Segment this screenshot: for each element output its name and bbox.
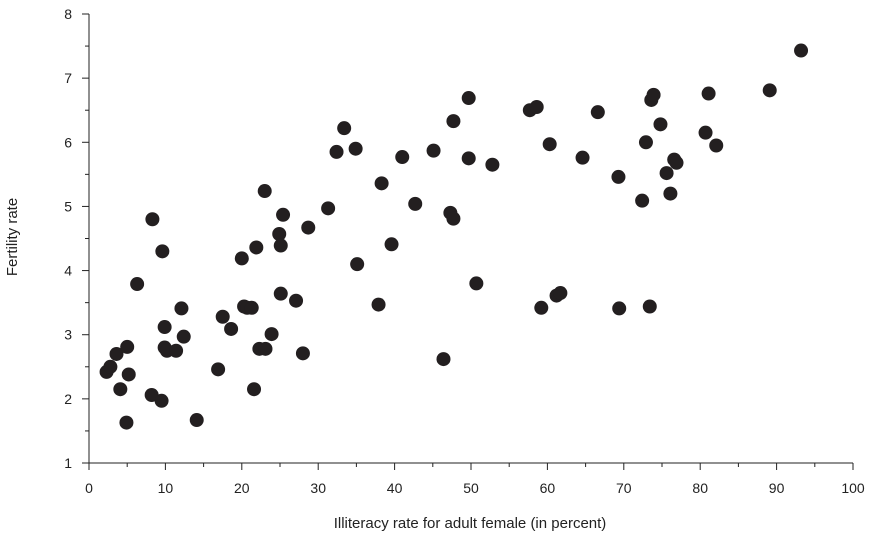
data-point	[257, 184, 272, 199]
data-point	[553, 286, 568, 301]
data-point	[247, 382, 262, 397]
data-point	[638, 135, 653, 150]
data-point	[289, 293, 304, 308]
x-tick-label: 70	[616, 480, 632, 496]
y-axis-label: Fertility rate	[4, 198, 21, 276]
data-point	[794, 43, 809, 58]
x-tick-label: 0	[85, 480, 93, 496]
data-point	[395, 150, 410, 165]
y-tick-label: 2	[64, 391, 72, 407]
data-point	[436, 352, 451, 367]
data-point	[109, 346, 124, 361]
data-point	[371, 297, 386, 312]
data-point	[176, 329, 191, 344]
x-tick-label: 60	[540, 480, 556, 496]
data-point	[384, 237, 399, 252]
data-point	[174, 301, 189, 316]
data-point	[663, 186, 678, 201]
data-point	[113, 382, 128, 397]
data-point	[469, 276, 484, 291]
x-tick-label: 100	[841, 480, 865, 496]
data-point	[121, 367, 136, 382]
data-point	[272, 227, 287, 242]
data-point	[762, 83, 777, 98]
data-point	[189, 413, 204, 428]
data-point	[374, 176, 389, 191]
data-point	[301, 220, 316, 235]
data-point	[273, 286, 288, 301]
data-point	[701, 86, 716, 101]
data-point	[295, 346, 310, 361]
data-point	[258, 341, 273, 356]
data-point	[669, 155, 684, 170]
data-point	[461, 91, 476, 106]
x-tick-label: 30	[310, 480, 326, 496]
data-point	[321, 201, 336, 216]
data-point	[534, 300, 549, 315]
y-tick-label: 3	[64, 327, 72, 343]
data-point	[130, 277, 145, 292]
data-point	[446, 211, 461, 226]
data-point	[659, 166, 674, 181]
data-point	[590, 105, 605, 120]
data-point	[103, 359, 118, 374]
data-point	[211, 362, 226, 377]
data-point	[155, 244, 170, 259]
y-tick-label: 6	[64, 134, 72, 150]
data-point	[157, 320, 172, 335]
y-tick-label: 4	[64, 263, 72, 279]
data-point	[611, 169, 626, 184]
x-axis-label: Illiteracy rate for adult female (in per…	[334, 515, 607, 532]
y-tick-label: 5	[64, 198, 72, 214]
data-point	[635, 193, 650, 208]
data-point	[119, 415, 134, 430]
data-point	[461, 151, 476, 166]
data-point	[529, 100, 544, 115]
x-tick-label: 40	[387, 480, 403, 496]
data-point	[612, 301, 627, 316]
y-tick-label: 8	[64, 6, 72, 22]
data-point	[542, 137, 557, 152]
y-axis-ticks: 1 2 3 4 5 6 7 8	[64, 6, 89, 471]
x-tick-label: 90	[769, 480, 785, 496]
data-point	[408, 196, 423, 211]
data-point	[249, 240, 264, 255]
data-point	[276, 207, 291, 222]
x-axis-ticks: 0 10 20 30 40 50 60 70 80 90 100	[85, 463, 865, 496]
data-point	[575, 150, 590, 165]
data-point	[273, 238, 288, 253]
data-point	[642, 299, 657, 314]
x-tick-label: 50	[463, 480, 479, 496]
data-point	[264, 327, 279, 342]
y-tick-label: 7	[64, 70, 72, 86]
data-point	[244, 300, 259, 315]
x-tick-label: 20	[234, 480, 250, 496]
data-point	[329, 144, 344, 159]
data-point	[215, 309, 230, 324]
data-point	[350, 257, 365, 272]
data-point	[224, 321, 239, 336]
data-point	[653, 117, 668, 132]
x-tick-label: 10	[158, 480, 174, 496]
data-point	[426, 143, 441, 158]
data-point	[120, 339, 135, 354]
data-point	[234, 251, 249, 266]
y-tick-label: 1	[64, 455, 72, 471]
x-tick-label: 80	[692, 480, 708, 496]
data-point	[485, 157, 500, 172]
data-point	[698, 125, 713, 140]
data-points	[99, 43, 809, 430]
data-point	[145, 212, 160, 227]
data-point	[348, 141, 363, 156]
data-point	[337, 121, 352, 136]
data-point	[154, 393, 169, 408]
data-point	[446, 114, 461, 129]
data-point	[646, 87, 661, 102]
data-point	[709, 138, 724, 153]
data-point	[169, 343, 184, 358]
axes	[88, 14, 853, 464]
